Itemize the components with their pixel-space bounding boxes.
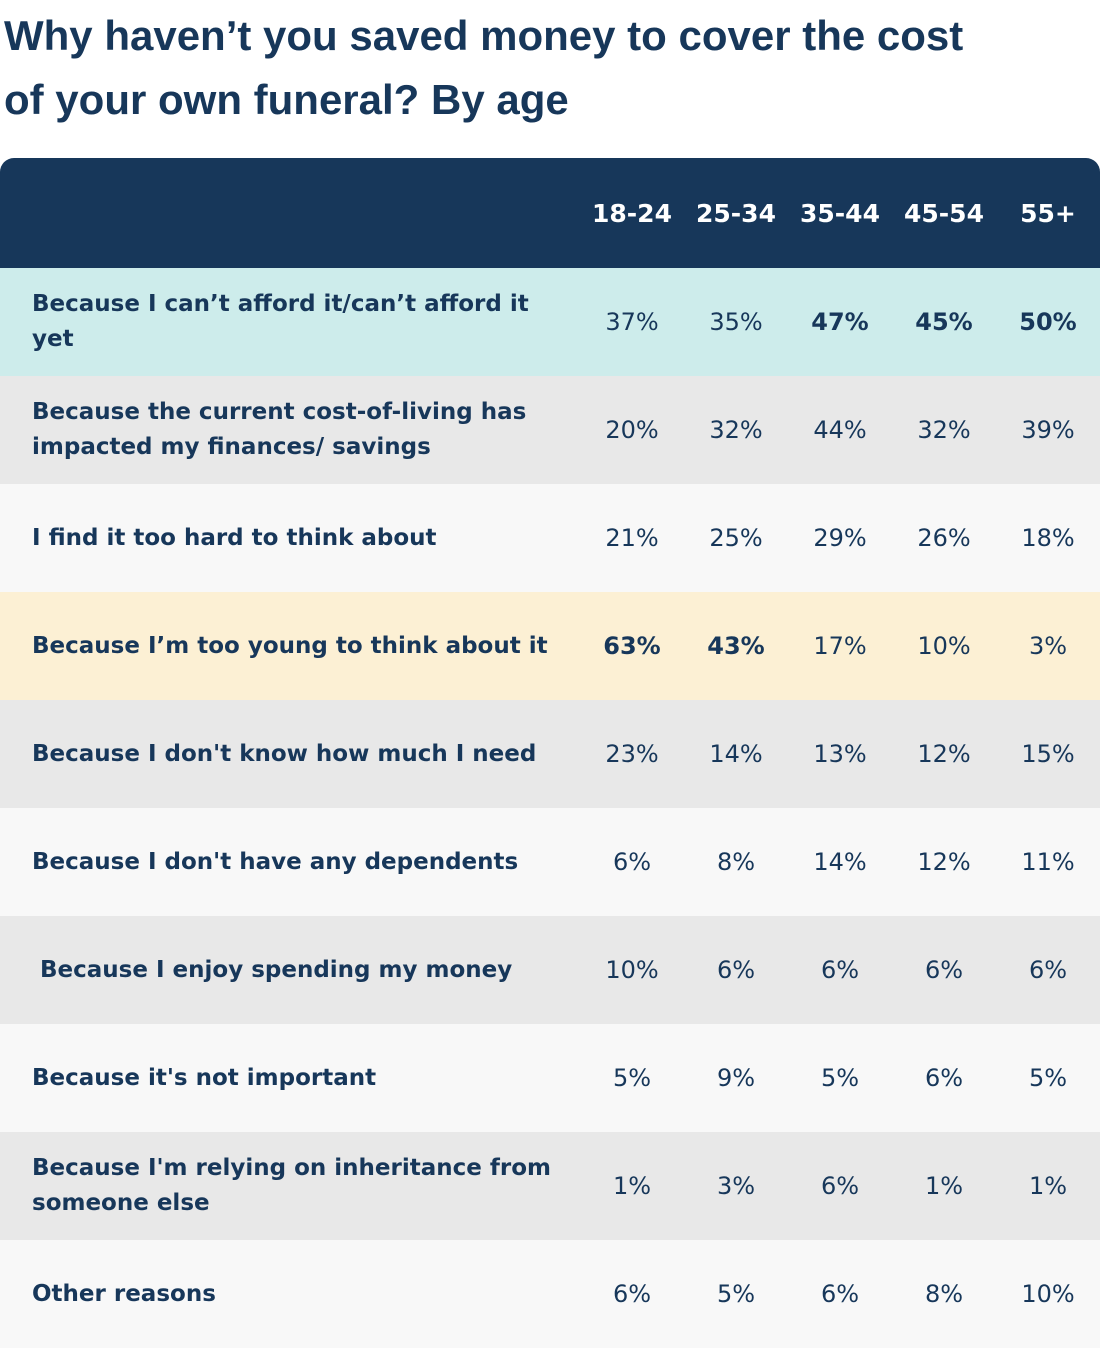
- header-row: 18-24 25-34 35-44 45-54 55+: [0, 158, 1100, 268]
- cell: 14%: [709, 740, 763, 768]
- cell: 23%: [605, 740, 659, 768]
- cell: 5%: [820, 1064, 860, 1092]
- cell: 8%: [924, 1280, 964, 1308]
- cell: 6%: [1028, 956, 1068, 984]
- cell: 63%: [603, 632, 661, 660]
- row-label: Because I’m too young to think about it: [32, 632, 548, 659]
- table-row: Because I don't have any dependents 6% 8% 1…: [0, 808, 1100, 916]
- table-row: Because I enjoy spending my money 10% 6% 6%…: [0, 916, 1100, 1024]
- column-header: 45-54: [904, 198, 984, 228]
- cell: 12%: [917, 740, 971, 768]
- cell: 25%: [709, 524, 763, 552]
- table: 18-24 25-34 35-44 45-54 55+ Because I can’t a…: [0, 158, 1100, 1348]
- table-row: Because the current cost-of-living has i…: [0, 376, 1100, 484]
- cell: 18%: [1021, 524, 1075, 552]
- table-row: I find it too hard to think about 21% 25% 2…: [0, 484, 1100, 592]
- cell: 6%: [612, 848, 652, 876]
- cell: 3%: [1028, 632, 1068, 660]
- table-row: Other reasons 6% 5% 6% 8% 10%: [0, 1240, 1100, 1348]
- table-row: Because I’m too young to think about it 6…: [0, 592, 1100, 700]
- row-label: Because I don't know how much I need: [32, 740, 537, 767]
- table-row: Because it's not important 5% 9% 5% 6% 5%: [0, 1024, 1100, 1132]
- cell: 17%: [813, 632, 867, 660]
- cell: 14%: [813, 848, 867, 876]
- cell: 29%: [813, 524, 867, 552]
- cell: 8%: [716, 848, 756, 876]
- cell: 6%: [924, 956, 964, 984]
- table-row: Because I can’t afford it/can’t afford i…: [0, 268, 1100, 376]
- column-header: 25-34: [696, 198, 776, 228]
- cell: 6%: [820, 956, 860, 984]
- column-header: 55+: [1020, 198, 1076, 228]
- cell: 15%: [1021, 740, 1075, 768]
- table-row: Because I don't know how much I need 23% 1…: [0, 700, 1100, 808]
- cell: 45%: [915, 308, 973, 336]
- cell: 12%: [917, 848, 971, 876]
- row-label: Because I'm relying on inheritance from …: [32, 1155, 559, 1216]
- row-label: Because I can’t afford it/can’t afford i…: [32, 291, 537, 352]
- cell: 1%: [1028, 1172, 1068, 1200]
- cell: 3%: [716, 1172, 756, 1200]
- cell: 6%: [820, 1172, 860, 1200]
- cell: 39%: [1021, 416, 1075, 444]
- row-label: Other reasons: [32, 1280, 216, 1307]
- cell: 44%: [813, 416, 867, 444]
- cell: 1%: [612, 1172, 652, 1200]
- cell: 9%: [716, 1064, 756, 1092]
- cell: 37%: [605, 308, 659, 336]
- cell: 6%: [716, 956, 756, 984]
- row-label: Because I enjoy spending my money: [32, 956, 513, 983]
- cell: 6%: [924, 1064, 964, 1092]
- cell: 6%: [820, 1280, 860, 1308]
- cell: 32%: [709, 416, 763, 444]
- cell: 50%: [1019, 308, 1077, 336]
- cell: 47%: [811, 308, 869, 336]
- cell: 32%: [917, 416, 971, 444]
- cell: 10%: [917, 632, 971, 660]
- cell: 1%: [924, 1172, 964, 1200]
- cell: 5%: [1028, 1064, 1068, 1092]
- cell: 20%: [605, 416, 659, 444]
- cell: 6%: [612, 1280, 652, 1308]
- cell: 21%: [605, 524, 659, 552]
- cell: 13%: [813, 740, 867, 768]
- cell: 5%: [612, 1064, 652, 1092]
- table-row: Because I'm relying on inheritance from …: [0, 1132, 1100, 1240]
- cell: 10%: [605, 956, 659, 984]
- column-header: 35-44: [800, 198, 880, 228]
- cell: 43%: [707, 632, 765, 660]
- row-label: Because it's not important: [32, 1064, 377, 1091]
- cell: 5%: [716, 1280, 756, 1308]
- cell: 11%: [1021, 848, 1075, 876]
- title: Why haven’t you saved money to cover the…: [4, 12, 964, 123]
- row-label: Because the current cost-of-living has i…: [32, 399, 535, 460]
- cell: 26%: [917, 524, 971, 552]
- cell: 10%: [1021, 1280, 1075, 1308]
- row-label: Because I don't have any dependents: [32, 848, 519, 875]
- column-header: 18-24: [592, 198, 672, 228]
- row-label: I find it too hard to think about: [32, 524, 437, 551]
- cell: 35%: [709, 308, 763, 336]
